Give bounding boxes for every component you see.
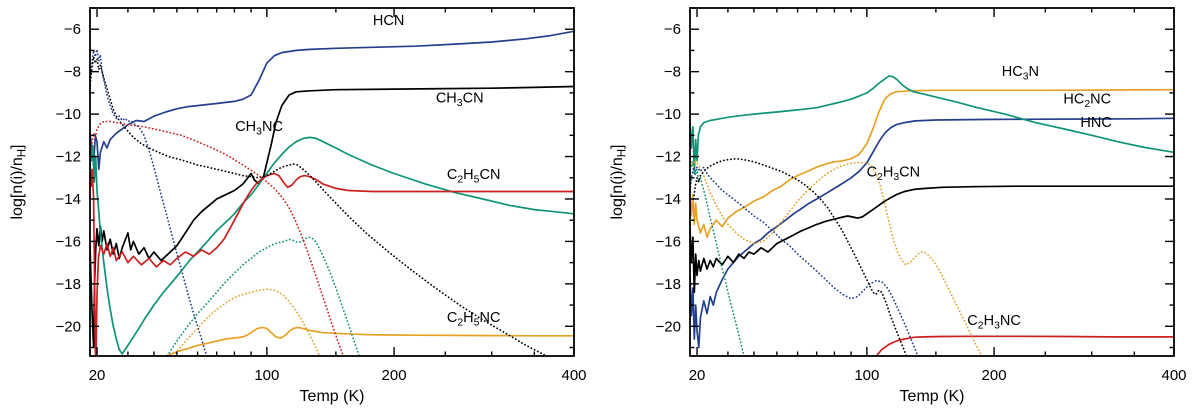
- right-chart-svg: 20 100 200 400 −6 −8 −10 −12 −14 −16 −18 −20 Temp (K…: [609, 7, 1187, 405]
- right-curve-hnc-solid: [690, 75, 1174, 175]
- left-ytick-label: −14: [56, 191, 81, 208]
- right-curve-label-HNC: HNC: [1080, 115, 1111, 131]
- right-curve-orange-dotted: [690, 158, 983, 356]
- right-curve-hc3n-solid: [690, 88, 1174, 239]
- right-xtick-label: 200: [982, 367, 1007, 384]
- left-curves: [90, 30, 574, 356]
- left-curve-c2h5cn-solid: [90, 164, 574, 356]
- right-x-axis-label: Temp (K): [900, 388, 965, 405]
- right-ytick-label: −8: [664, 64, 681, 81]
- left-curve-label-CH3NC: CH3NC: [235, 119, 283, 137]
- left-ytick-label: −18: [56, 276, 81, 293]
- right-ytick-label: −14: [656, 191, 681, 208]
- left-curve-c2h5nc-solid: [163, 326, 574, 356]
- left-curve-navy-dotted: [90, 48, 208, 356]
- left-panel: 20 100 200 400 −6 −8 −10 −12 −14 −16 −18 −20 Temp (K…: [9, 7, 587, 405]
- left-curve-hcn-solid: [90, 30, 574, 171]
- left-xtick-label: 200: [382, 367, 407, 384]
- right-curve-hc2nc-solid: [690, 117, 1174, 349]
- right-curve-label-C2H3CN: C2H3CN: [867, 165, 921, 183]
- left-plot-frame: [89, 7, 575, 357]
- left-curve-red-dotted: [90, 120, 345, 356]
- left-x-axis-label: Temp (K): [300, 388, 365, 405]
- right-curves: [690, 75, 1174, 356]
- right-ytick-label: −16: [656, 233, 681, 250]
- left-ytick-label: −20: [56, 318, 81, 335]
- right-curve-black-dotted: [692, 157, 908, 356]
- left-xtick-label: 400: [561, 367, 586, 384]
- left-curve-label-C2H5CN: C2H5CN: [447, 167, 501, 185]
- right-xtick-label: 20: [689, 367, 706, 384]
- left-curve-label-HCN: HCN: [373, 13, 404, 29]
- left-xtick-label: 100: [254, 367, 279, 384]
- left-curve-black-dotted: [90, 55, 549, 356]
- left-ytick-label: −10: [56, 106, 81, 123]
- right-ytick-label: −12: [656, 149, 681, 166]
- right-curve-navy-dotted: [690, 166, 919, 356]
- left-curve-label-C2H5NC: C2H5NC: [447, 310, 501, 328]
- right-xtick-label: 400: [1161, 367, 1186, 384]
- right-curve-c2h3cn-solid: [690, 185, 1174, 294]
- right-curve-label-C2H3NC: C2H3NC: [967, 313, 1021, 331]
- left-ytick-label: −12: [56, 149, 81, 166]
- left-xtick-label: 20: [89, 367, 106, 384]
- right-curve-c2h3nc-solid: [875, 335, 1174, 356]
- right-ytick-label: −20: [656, 318, 681, 335]
- left-curve-orange-dotted: [172, 288, 321, 356]
- left-curve-label-CH3CN: CH3CN: [436, 90, 484, 108]
- left-curve-teal-dotted: [166, 236, 361, 356]
- right-xtick-label: 100: [854, 367, 879, 384]
- right-y-axis-label: log[n(i)/nH]: [609, 144, 629, 219]
- left-ytick-label: −16: [56, 233, 81, 250]
- right-ytick-label: −10: [656, 106, 681, 123]
- right-ytick-label: −6: [664, 21, 681, 38]
- left-ytick-label: −8: [64, 64, 81, 81]
- right-plot-frame: [689, 7, 1175, 357]
- right-ytick-label: −18: [656, 276, 681, 293]
- left-curve-ch3cn-solid: [90, 85, 574, 349]
- left-ticks: [90, 7, 575, 356]
- left-curve-ch3nc-solid: [90, 136, 574, 355]
- right-curve-teal-dotted: [690, 157, 745, 356]
- left-chart-svg: 20 100 200 400 −6 −8 −10 −12 −14 −16 −18 −20 Temp (K…: [9, 7, 587, 405]
- right-curve-label-HC3N: HC3N: [1002, 64, 1039, 82]
- left-y-axis-label: log[n(i)/nH]: [9, 144, 29, 219]
- right-panel: 20 100 200 400 −6 −8 −10 −12 −14 −16 −18 −20 Temp (K…: [600, 0, 1200, 412]
- left-ytick-label: −6: [64, 21, 81, 38]
- right-curve-label-HC2NC: HC2NC: [1063, 91, 1111, 109]
- right-ticks: [690, 7, 1175, 356]
